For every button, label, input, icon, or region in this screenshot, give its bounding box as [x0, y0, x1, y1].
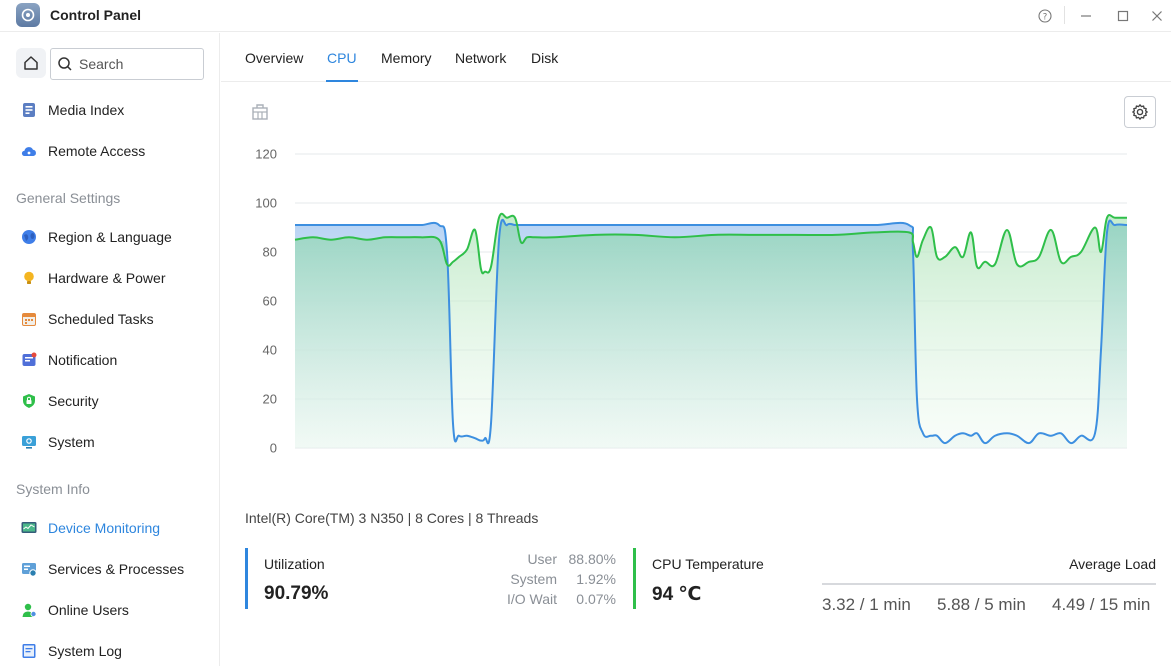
- svg-text:?: ?: [1043, 12, 1048, 22]
- active-tab-indicator: [326, 80, 358, 82]
- stat-name: System: [510, 571, 557, 587]
- utilization-value: 90.79%: [264, 583, 329, 604]
- utilization-label: Utilization: [264, 556, 325, 572]
- y-tick-label: 60: [263, 294, 277, 309]
- y-tick-label: 20: [263, 392, 277, 407]
- cpu-model-info: Intel(R) Core(TM) 3 N350 | 8 Cores | 8 T…: [245, 510, 539, 526]
- users-icon: [20, 601, 38, 619]
- stat-value: 1.92%: [576, 571, 616, 587]
- load-15min: 4.49 / 15 min: [1052, 595, 1151, 614]
- cpu-usage-chart: 0 20 40 60 80 100 120: [255, 147, 1128, 456]
- sidebar-item-security[interactable]: Security: [0, 384, 219, 418]
- help-icon[interactable]: ?: [1034, 5, 1056, 27]
- section-title-system-info: System Info: [16, 481, 90, 497]
- stat-name: I/O Wait: [506, 591, 557, 607]
- series-line-blue: [295, 218, 1128, 445]
- cloud-icon: [20, 142, 38, 160]
- y-tick-label: 100: [255, 196, 277, 211]
- window-title: Control Panel: [50, 7, 142, 23]
- shield-icon: [20, 392, 38, 410]
- bulb-icon: [20, 269, 38, 287]
- sidebar-item-notification[interactable]: Notification: [0, 343, 219, 377]
- search-icon: [58, 57, 72, 71]
- cpu-chip-icon[interactable]: [249, 101, 271, 123]
- notification-icon: [20, 351, 38, 369]
- cpu-temperature-value: 94 ℃: [652, 584, 702, 605]
- tab-overview[interactable]: Overview: [245, 50, 304, 66]
- utilization-accent-bar: [245, 548, 248, 609]
- cpu-temperature-label: CPU Temperature: [652, 556, 764, 572]
- sidebar-item-remote-access[interactable]: Remote Access: [0, 134, 219, 168]
- tab-disk[interactable]: Disk: [531, 50, 559, 66]
- sidebar-item-online-users[interactable]: Online Users: [0, 593, 219, 627]
- globe-icon: [20, 228, 38, 246]
- maximize-icon[interactable]: [1112, 5, 1134, 27]
- close-icon[interactable]: [1146, 5, 1168, 27]
- sidebar-item-hardware-power[interactable]: Hardware & Power: [0, 261, 219, 295]
- stat-value: 0.07%: [576, 591, 616, 607]
- stat-name: User: [527, 551, 557, 567]
- tab-bar: Overview CPU Memory Network Disk: [221, 33, 1171, 82]
- stat-value: 88.80%: [568, 551, 616, 567]
- search-box[interactable]: [50, 48, 204, 80]
- average-load-label: Average Load: [1069, 556, 1156, 572]
- home-button[interactable]: [16, 48, 46, 78]
- minimize-icon[interactable]: [1075, 5, 1097, 27]
- main-content: Overview CPU Memory Network Disk: [221, 33, 1171, 666]
- sidebar-item-system-log[interactable]: System Log: [0, 634, 219, 666]
- calendar-icon: [20, 310, 38, 328]
- search-input[interactable]: [79, 56, 189, 72]
- sidebar-item-services-processes[interactable]: Services & Processes: [0, 552, 219, 586]
- load-5min: 5.88 / 5 min: [937, 595, 1026, 614]
- y-tick-label: 40: [263, 343, 277, 358]
- y-tick-label: 120: [255, 147, 277, 162]
- sidebar-item-media-index[interactable]: Media Index: [0, 93, 219, 127]
- load-1min: 3.32 / 1 min: [822, 595, 911, 614]
- gear-icon: [1132, 104, 1148, 120]
- sidebar-item-scheduled-tasks[interactable]: Scheduled Tasks: [0, 302, 219, 336]
- sidebar: Media Index Remote Access General Settin…: [0, 33, 220, 666]
- tab-network[interactable]: Network: [455, 50, 507, 66]
- monitor-gear-icon: [20, 433, 38, 451]
- home-icon: [24, 56, 38, 70]
- control-panel-icon: [16, 3, 40, 27]
- average-load-divider: [822, 583, 1156, 585]
- log-icon: [20, 642, 38, 660]
- series-overlap-area: [295, 219, 1127, 448]
- section-title-general: General Settings: [16, 190, 121, 206]
- sidebar-item-device-monitoring[interactable]: Device Monitoring: [0, 511, 219, 545]
- sidebar-item-system[interactable]: System: [0, 425, 219, 459]
- title-divider: [1064, 6, 1065, 24]
- title-bar: Control Panel ?: [0, 0, 1171, 32]
- y-tick-label: 80: [263, 245, 277, 260]
- sidebar-item-region-language[interactable]: Region & Language: [0, 220, 219, 254]
- chart-settings-button[interactable]: [1124, 96, 1156, 128]
- tab-cpu[interactable]: CPU: [327, 50, 357, 66]
- series-line-green: [294, 212, 1127, 275]
- temperature-accent-bar: [633, 548, 636, 609]
- services-icon: [20, 560, 38, 578]
- y-tick-label: 0: [270, 441, 277, 456]
- media-index-icon: [20, 101, 38, 119]
- tab-memory[interactable]: Memory: [381, 50, 432, 66]
- monitor-icon: [20, 519, 38, 537]
